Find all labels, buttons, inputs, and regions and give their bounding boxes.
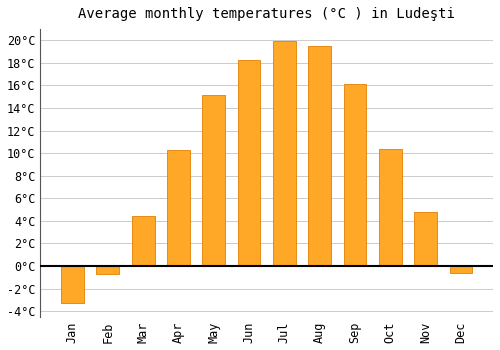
Title: Average monthly temperatures (°C ) in Ludeşti: Average monthly temperatures (°C ) in Lu… <box>78 7 455 21</box>
Bar <box>344 84 366 266</box>
Bar <box>167 150 190 266</box>
Bar <box>96 266 119 274</box>
Bar <box>61 266 84 303</box>
Bar <box>379 149 402 266</box>
Bar <box>273 41 296 266</box>
Bar <box>308 46 331 266</box>
Bar <box>132 216 154 266</box>
Bar <box>450 266 472 273</box>
Bar <box>202 94 225 266</box>
Bar <box>238 60 260 266</box>
Bar <box>414 212 437 266</box>
